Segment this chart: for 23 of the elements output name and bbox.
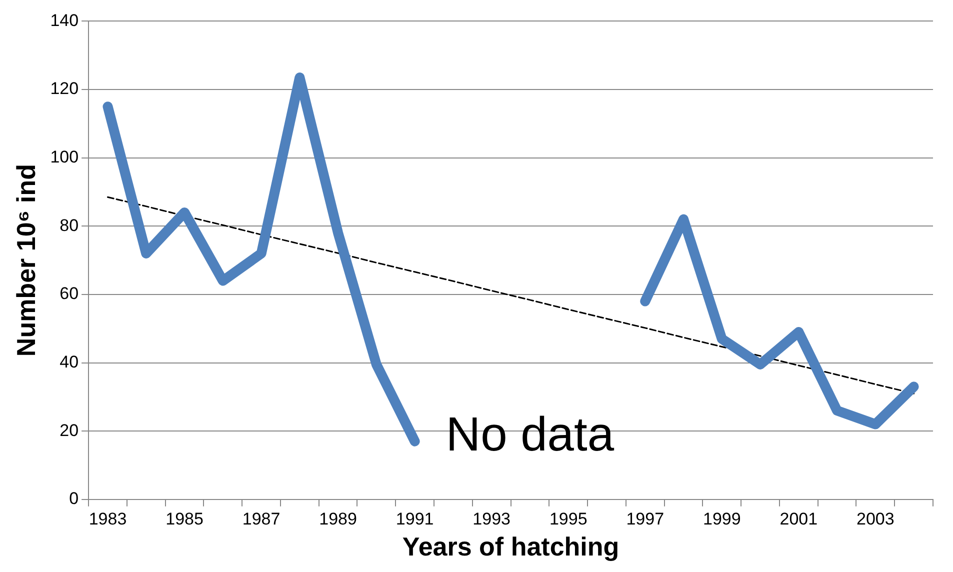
y-tick-label: 20: [60, 420, 79, 440]
line-series: [107, 196, 915, 394]
x-tick-label: 2003: [856, 509, 894, 528]
y-tick-label: 100: [50, 148, 79, 167]
x-tick-label: 1987: [242, 509, 280, 528]
y-tick-label: 80: [60, 216, 79, 235]
x-tick-label: 1983: [88, 509, 127, 528]
y-tick-label: 0: [69, 489, 79, 508]
y-axis-title: Number 10⁶ ind: [10, 164, 41, 357]
y-tick-label: 40: [60, 352, 79, 372]
x-tick-label: 1991: [396, 509, 434, 528]
x-tick-label: 1999: [702, 509, 741, 528]
x-tick-label: 1985: [166, 509, 204, 528]
x-tick-label: 2001: [780, 509, 818, 528]
annotation: No data: [446, 408, 614, 462]
x-tick-label: 1997: [626, 509, 664, 528]
x-tick-label: 1993: [472, 509, 511, 528]
x-tick-label: 1989: [319, 509, 357, 528]
x-tick-label: 1995: [549, 509, 588, 528]
y-tick-label: 120: [50, 79, 79, 98]
y-tick-label: 60: [60, 284, 79, 304]
x-axis-title: Years of hatching: [402, 532, 620, 562]
y-tick-label: 140: [50, 10, 79, 30]
